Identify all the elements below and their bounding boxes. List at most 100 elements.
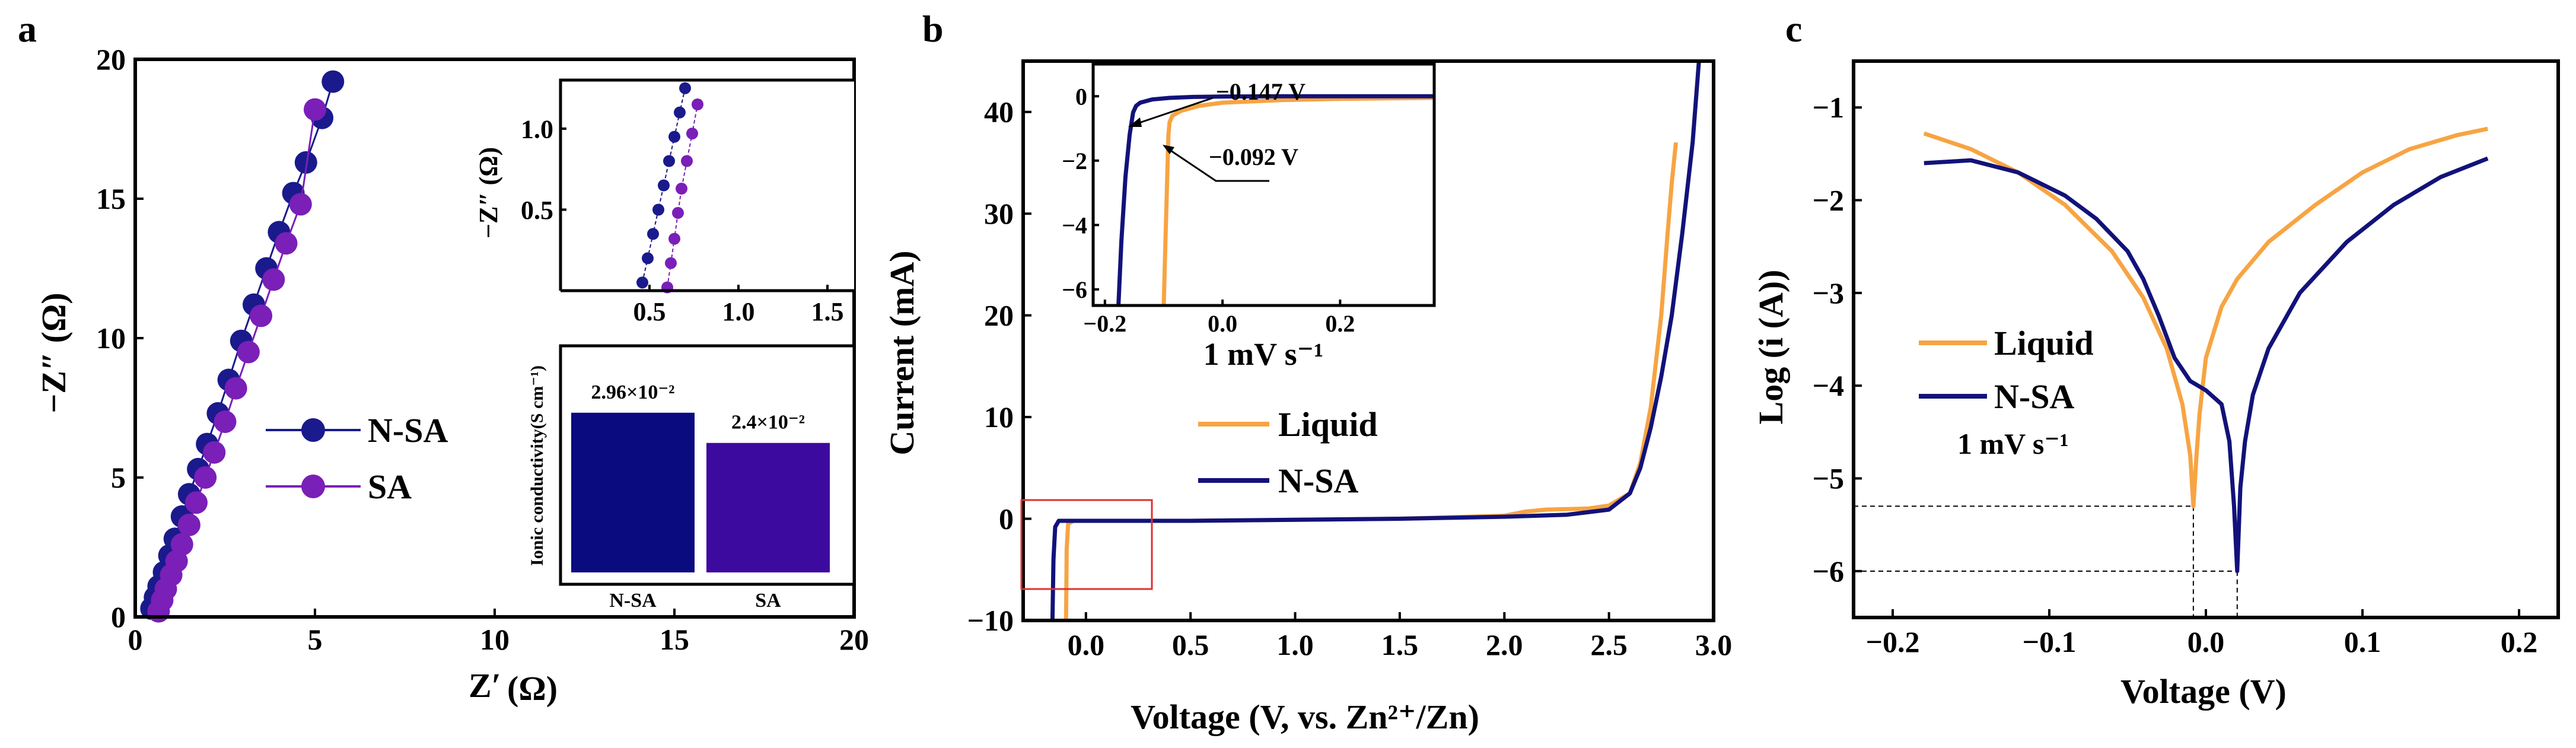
- inset-data-point-SA: [672, 206, 684, 219]
- data-point-SA: [237, 340, 260, 364]
- x-tick-label: 0.0: [2187, 625, 2225, 658]
- y-tick-label: −3: [1813, 276, 1845, 310]
- y-tick-label: 10: [96, 322, 126, 355]
- y-tick-label: 30: [984, 197, 1014, 230]
- y-tick-label: −10: [967, 604, 1014, 637]
- panel-a-inset-bar: 2.96×10⁻² N-SA 2.4×10⁻² SA Ionic conductivi…: [527, 344, 856, 612]
- inset-b-frame: [1091, 62, 1436, 307]
- inset-data-point-N-SA: [642, 252, 654, 265]
- inset-series-line-N-SA: [1116, 94, 1434, 305]
- inset-nyquist-background: [561, 80, 854, 291]
- inset-b-ticks: −0.2 0.0 0.2 0 −2 −4 −6: [1062, 83, 1355, 337]
- inset-data-point-N-SA: [658, 179, 670, 192]
- x-tick-label: 0.0: [1208, 310, 1237, 337]
- inset-b-ann2-arrowhead: [1163, 145, 1174, 154]
- panel-b-inset: −0.2 0.0 0.2 0 −2 −4 −6 1 mV s⁻¹ −0.147 V −0.0…: [1062, 62, 1436, 372]
- bar-SA: [706, 443, 830, 572]
- x-tick-label: 2.5: [1590, 628, 1628, 661]
- y-tick-label: 15: [96, 182, 126, 215]
- y-tick-label: 10: [984, 400, 1014, 434]
- legend-nsa-label: N-SA: [1278, 461, 1358, 500]
- panel-b-ylabel: Current (mA): [883, 250, 921, 455]
- inset-bar-bars: 2.96×10⁻² N-SA 2.4×10⁻² SA: [571, 381, 830, 612]
- bar-N-SA: [571, 412, 695, 572]
- inset-data-point-SA: [676, 183, 687, 195]
- bar-value-label: 2.4×10⁻²: [731, 412, 805, 434]
- panel-c-xlabel: Voltage (V): [2120, 672, 2287, 711]
- y-tick-label: 20: [984, 299, 1014, 332]
- panel-a-xlabel: Z′: [469, 666, 501, 705]
- panel-c-series: [1854, 126, 2489, 618]
- inset-nyquist-ylabel: −Z″ (Ω): [474, 147, 503, 238]
- panel-a-xlabel-unit: (Ω): [507, 669, 558, 708]
- inset-data-point-N-SA: [679, 82, 691, 94]
- panel-c-frame: [1852, 59, 2560, 619]
- inset-b-background: [1093, 64, 1434, 305]
- series-line-N-SA: [1924, 156, 2489, 574]
- data-point-SA: [203, 441, 226, 464]
- panel-b-ticks: 0.0 0.5 1.0 1.5 2.0 2.5 3.0 −10 0 10 20 30 40: [967, 96, 1733, 661]
- data-point-N-SA: [294, 151, 317, 174]
- y-tick-label: 1.0: [521, 114, 553, 144]
- x-tick-label: 10: [480, 623, 510, 656]
- data-point-SA: [214, 410, 237, 433]
- panel-a-series: [140, 70, 345, 623]
- panel-b-series: [1050, 61, 1701, 620]
- panel-b-legend: Liquid N-SA: [1198, 405, 1378, 500]
- y-tick-label: −5: [1813, 462, 1845, 495]
- inset-data-point-SA: [665, 257, 677, 269]
- inset-data-point-N-SA: [663, 155, 675, 167]
- inset-b-ann1-arrowhead: [1128, 117, 1142, 127]
- y-tick-label: 0.5: [521, 196, 553, 225]
- inset-b-ann1: −0.147 V: [1216, 78, 1305, 105]
- panel-b: b 0.0 0.5 1.0 1.5 2.0 2.5 3.0 −10 0 10 20 30 40 Curr…: [883, 8, 1732, 736]
- x-tick-label: 1.0: [1276, 628, 1314, 661]
- y-tick-label: 5: [111, 461, 126, 494]
- data-point-SA: [262, 268, 285, 291]
- legend-nsa-label: N-SA: [1994, 377, 2074, 416]
- x-tick-label: 0.1: [2344, 625, 2381, 658]
- inset-data-point-N-SA: [652, 203, 664, 216]
- panel-b-frame: [1021, 59, 1715, 622]
- inset-data-point-N-SA: [636, 276, 648, 289]
- y-tick-label: −2: [1813, 184, 1845, 217]
- inset-b-ann1-arrow: [1133, 97, 1214, 126]
- x-tick-label: −0.2: [1083, 310, 1126, 337]
- y-tick-label: 40: [984, 96, 1014, 129]
- inset-b-caption: 1 mV s⁻¹: [1203, 336, 1324, 372]
- data-point-SA: [224, 377, 247, 400]
- panel-a-frame: [133, 58, 856, 619]
- x-tick-label: 20: [839, 623, 869, 656]
- x-tick-label: −0.1: [2023, 625, 2077, 658]
- x-tick-label: 15: [660, 623, 689, 656]
- x-tick-label: 0.2: [2501, 625, 2538, 658]
- x-tick-label: 0.5: [1172, 628, 1209, 661]
- data-point-SA: [289, 193, 312, 216]
- x-tick-label: 2.0: [1486, 628, 1523, 661]
- y-tick-label: −1: [1813, 91, 1845, 124]
- y-tick-label: −6: [1813, 555, 1845, 588]
- inset-series-line-Liquid: [1161, 96, 1434, 305]
- inset-nyquist-frame: [559, 78, 854, 291]
- x-tick-label: 1.5: [811, 297, 844, 326]
- legend-sa-marker: [301, 475, 325, 498]
- legend-sa-label: SA: [368, 467, 412, 506]
- bar-category-label: N-SA: [609, 590, 657, 612]
- inset-b-ann2-arrow: [1167, 147, 1269, 182]
- y-tick-label: −4: [1062, 212, 1087, 238]
- panel-a-ticks: 0 5 10 15 20 0 5 10 15 20: [96, 43, 869, 656]
- data-point-N-SA: [321, 70, 345, 93]
- x-tick-label: −0.2: [1866, 625, 1920, 658]
- panel-c-ticks: −0.2 −0.1 0.0 0.1 0.2 −6 −5 −4 −3 −2 −1: [1813, 91, 2538, 658]
- y-tick-label: −6: [1062, 276, 1087, 303]
- panel-b-letter: b: [922, 8, 944, 50]
- data-point-SA: [170, 533, 193, 556]
- data-point-SA: [177, 513, 200, 536]
- legend-liquid-label: Liquid: [1278, 405, 1378, 444]
- x-tick-label: 1.5: [1381, 628, 1419, 661]
- y-tick-label: −4: [1813, 369, 1845, 402]
- panel-a-inset-nyquist: 0.5 1.0 1.5 0.5 1.0 −Z″ (Ω): [474, 78, 854, 326]
- x-tick-label: 3.0: [1695, 628, 1733, 661]
- inset-nyquist-ticks: 0.5 1.0 1.5 0.5 1.0: [521, 114, 844, 326]
